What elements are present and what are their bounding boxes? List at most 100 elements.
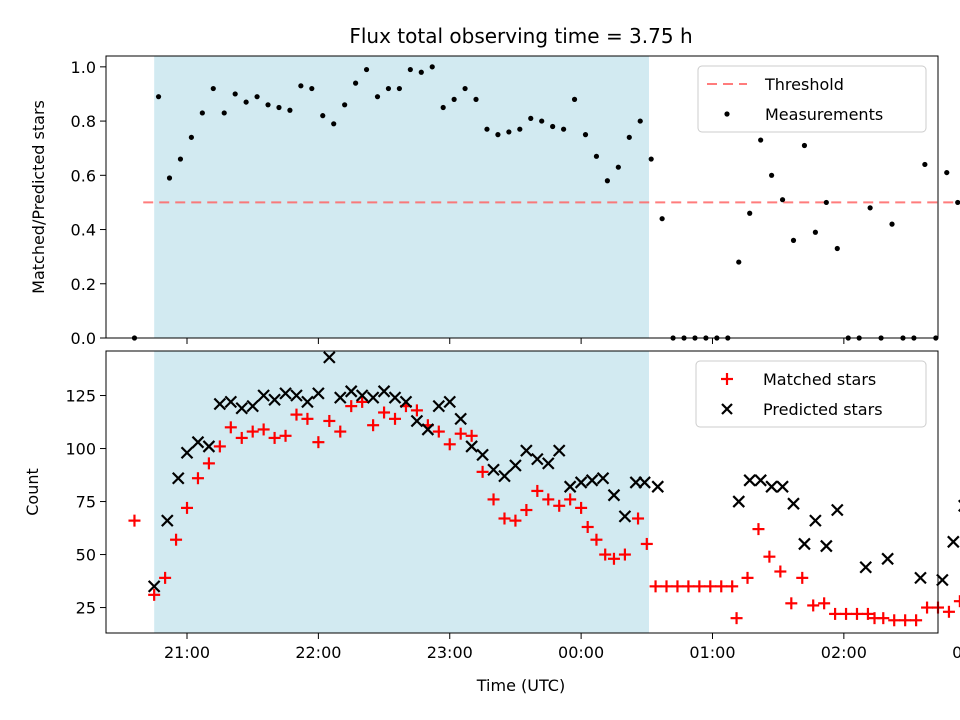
measurement-point	[593, 153, 600, 159]
predicted-star-point	[498, 469, 511, 483]
measurement-point	[418, 69, 424, 75]
x-tick-label: 03:00	[952, 643, 960, 662]
predicted-star-point	[947, 535, 960, 549]
predicted-star-point	[776, 480, 789, 493]
predicted-star-point	[936, 573, 949, 587]
matched-star-point	[553, 499, 566, 512]
matched-star-point	[345, 400, 358, 413]
predicted-star-point	[180, 446, 194, 460]
bottom-y-tick-label: 25	[76, 599, 96, 618]
predicted-star-point	[432, 399, 446, 413]
matched-star-point	[693, 580, 706, 593]
measurement-point	[396, 85, 402, 92]
matched-star-point	[796, 571, 809, 584]
measurement-point	[232, 91, 238, 97]
x-tick-label: 21:00	[164, 643, 210, 662]
predicted-star-point	[213, 397, 227, 411]
predicted-star-point	[257, 389, 270, 402]
measurement-point	[769, 172, 775, 178]
matched-star-point	[877, 612, 890, 625]
top-y-tick-label: 0.8	[71, 112, 96, 131]
matched-star-point	[487, 493, 500, 506]
predicted-star-point	[246, 399, 259, 413]
bottom-y-tick-label: 75	[76, 493, 96, 512]
matched-star-point	[454, 427, 467, 440]
predicted-star-point	[454, 412, 467, 426]
measurement-point	[276, 104, 282, 111]
measurement-point	[309, 85, 315, 92]
count-points	[128, 351, 960, 627]
top-axes-frame	[105, 55, 939, 339]
matched-star-point	[476, 465, 489, 478]
predicted-star-point	[607, 488, 621, 502]
matched-star-point	[899, 614, 912, 627]
matched-star-point	[170, 533, 183, 546]
measurement-point	[484, 126, 490, 132]
predicted-star-point	[881, 552, 894, 566]
predicted-star-point	[585, 474, 599, 487]
matched-star-point	[910, 614, 923, 627]
x-tick-label: 22:00	[295, 643, 341, 662]
predicted-star-point	[574, 476, 588, 489]
measurement-point	[922, 161, 928, 168]
measurement-point	[944, 169, 950, 176]
bottom-ylabel: Count	[23, 468, 42, 516]
measurement-point	[561, 126, 567, 132]
matched-star-point	[128, 514, 141, 527]
bottom-y-tick-label: 100	[65, 440, 96, 459]
matched-star-point	[741, 571, 754, 584]
top-y-tick-label: 1.0	[71, 58, 96, 77]
measurement-point	[363, 66, 370, 73]
top-y-tick-label: 0.6	[71, 166, 96, 185]
legend-predicted-swatch	[721, 403, 733, 415]
matched-star-point	[159, 571, 172, 584]
top-legend-box	[697, 65, 927, 133]
predicted-star-point	[147, 580, 161, 593]
measurement-point	[571, 96, 578, 102]
matched-star-point	[268, 431, 281, 444]
measurement-point	[582, 132, 589, 138]
measurement-point	[517, 126, 523, 132]
matched-star-point	[632, 512, 645, 525]
predicted-star-point	[224, 395, 238, 409]
measurement-point	[298, 83, 304, 89]
matched-star-point	[224, 421, 237, 434]
predicted-star-point	[787, 497, 800, 510]
measurement-point	[604, 178, 610, 184]
measurement-point	[429, 64, 435, 70]
top-y-tick-label: 0.0	[71, 329, 96, 348]
matched-star-point	[334, 425, 347, 438]
predicted-star-point	[171, 471, 185, 485]
predicted-star-point	[399, 395, 413, 409]
measurement-point	[353, 80, 359, 86]
predicted-star-point	[323, 351, 336, 364]
measurement-point	[539, 118, 545, 124]
measurement-point	[254, 94, 260, 100]
predicted-star-point	[638, 476, 651, 489]
predicted-star-point	[596, 471, 610, 485]
matched-star-point	[378, 406, 391, 419]
x-tick-label: 01:00	[689, 643, 735, 662]
matched-star-point	[181, 501, 194, 514]
measurement-point	[506, 129, 512, 135]
measurement-point	[834, 245, 840, 252]
measurement-point	[265, 102, 271, 108]
top-ylabel: Matched/Predicted stars	[29, 100, 48, 294]
predicted-star-point	[914, 571, 927, 585]
matched-star-point	[257, 423, 270, 436]
matched-star-point	[660, 580, 673, 593]
measurement-point	[736, 259, 742, 265]
matched-star-point	[367, 419, 380, 432]
measurement-point	[188, 134, 194, 140]
matched-star-point	[509, 514, 522, 527]
measurement-point	[155, 94, 162, 100]
bottom-panel: 21:00 22:00 23:00 00:00 01:00 02:00 03:00 25 50 7…	[23, 350, 960, 695]
predicted-star-point	[798, 537, 811, 551]
top-ticks: 0.0 0.2 0.4 0.6 0.8 1.0	[71, 58, 845, 348]
top-panel: 0.0 0.2 0.4 0.6 0.8 1.0 Matched/Predicted sta…	[29, 55, 960, 348]
x-axis-label: Time (UTC)	[476, 676, 565, 695]
matched-star-point	[213, 440, 226, 453]
predicted-star-point	[421, 423, 435, 436]
matched-star-point	[301, 412, 314, 425]
